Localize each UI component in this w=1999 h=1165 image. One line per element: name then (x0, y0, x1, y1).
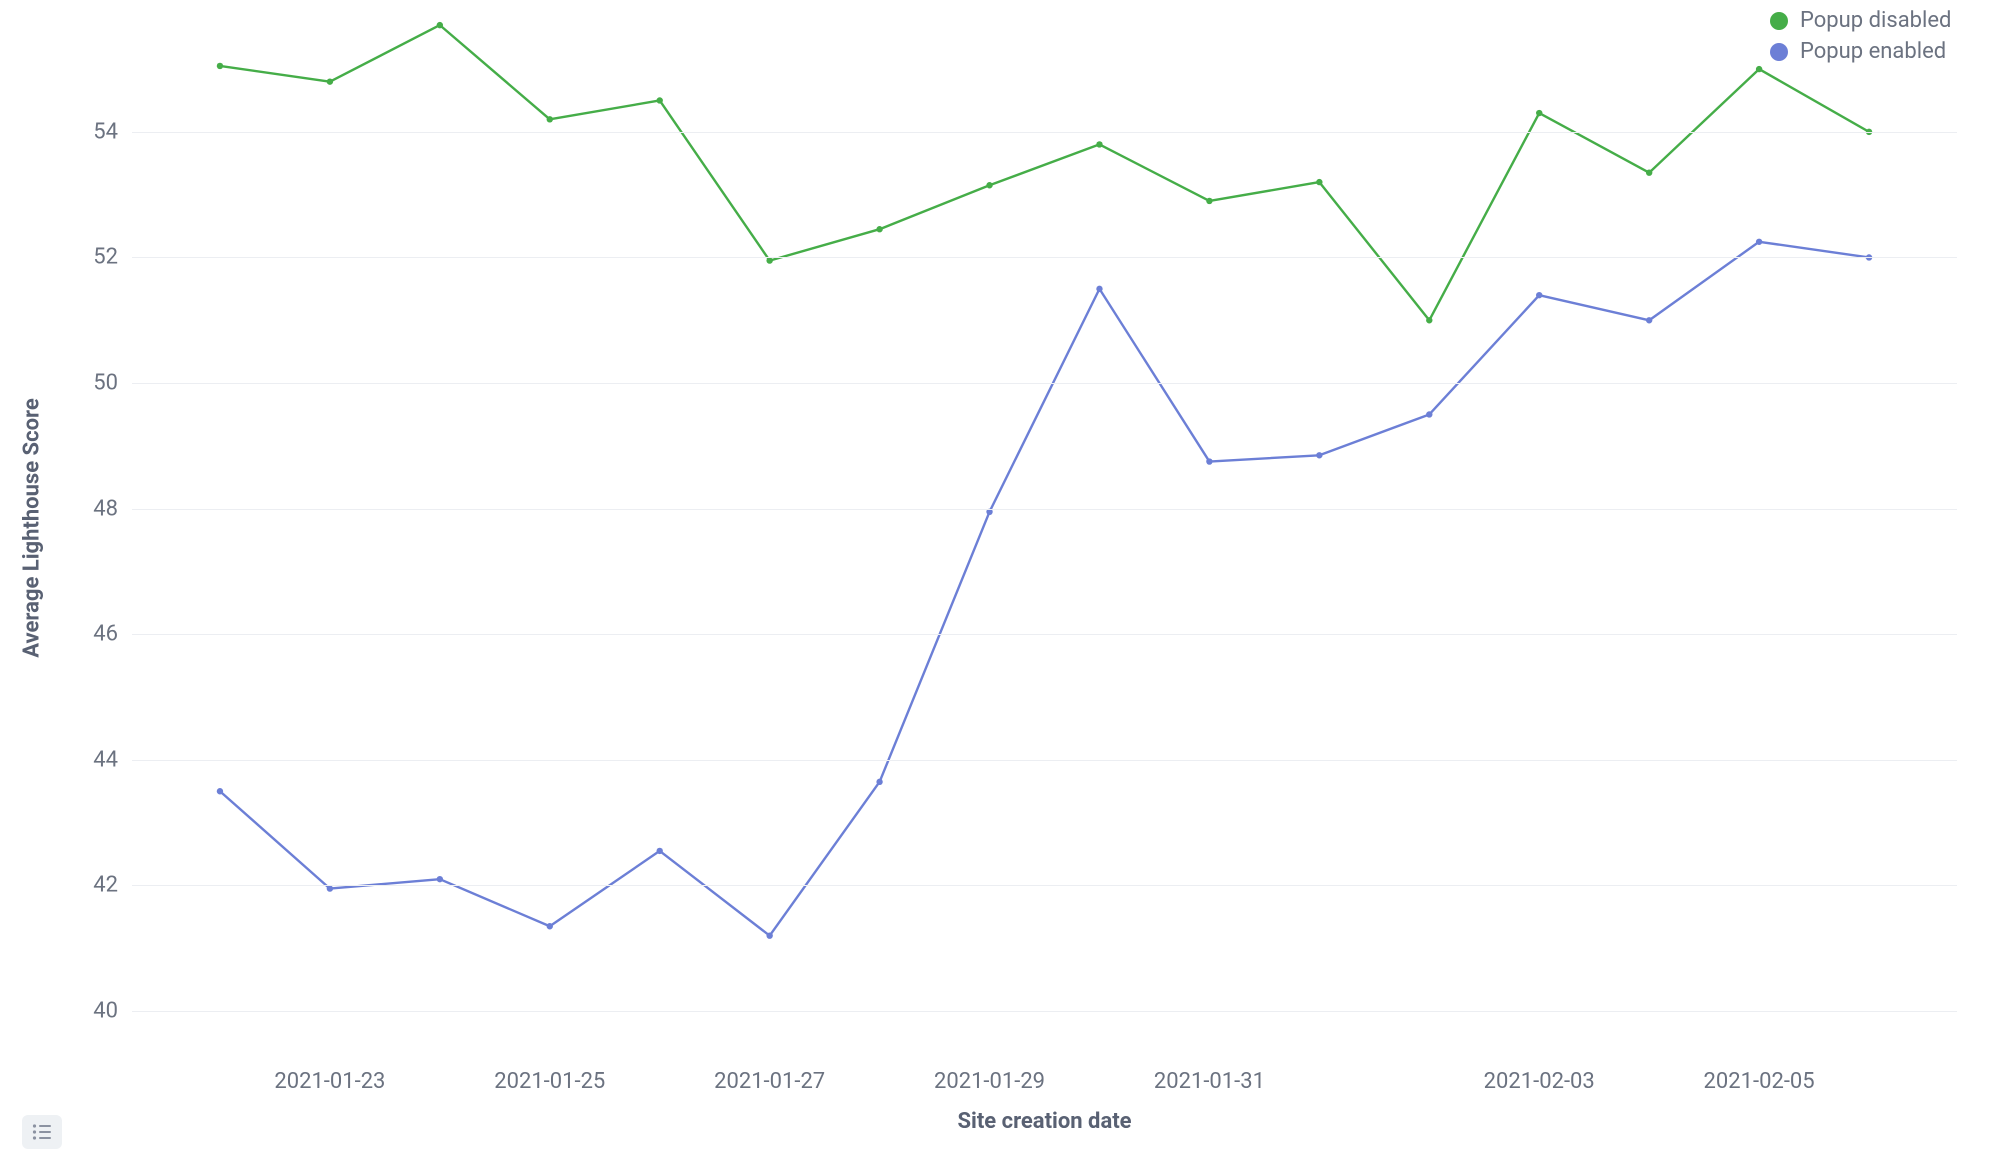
data-point[interactable] (1426, 411, 1432, 417)
data-point[interactable] (657, 848, 663, 854)
series-line (220, 242, 1869, 936)
data-point[interactable] (876, 226, 882, 232)
data-point[interactable] (547, 923, 553, 929)
y-tick-label: 54 (93, 119, 132, 144)
x-tick-label: 2021-02-03 (1484, 1055, 1595, 1094)
y-tick-label: 48 (93, 496, 132, 521)
data-point[interactable] (1206, 458, 1212, 464)
data-point[interactable] (766, 932, 772, 938)
gridline (132, 1011, 1957, 1012)
data-point[interactable] (1756, 66, 1762, 72)
data-point[interactable] (1536, 292, 1542, 298)
chart-svg (132, 0, 1957, 1055)
y-tick-label: 46 (93, 622, 132, 647)
gridline (132, 760, 1957, 761)
data-point[interactable] (1426, 317, 1432, 323)
x-tick-label: 2021-01-23 (274, 1055, 385, 1094)
legend-item[interactable]: Popup enabled (1770, 39, 1951, 64)
data-point[interactable] (437, 22, 443, 28)
data-point[interactable] (217, 63, 223, 69)
y-tick-label: 50 (93, 371, 132, 396)
data-point[interactable] (327, 78, 333, 84)
data-point[interactable] (547, 116, 553, 122)
gridline (132, 634, 1957, 635)
y-tick-label: 40 (93, 999, 132, 1024)
gridline (132, 257, 1957, 258)
data-point[interactable] (1646, 317, 1652, 323)
legend-toggle-button[interactable] (22, 1115, 62, 1149)
x-axis-title: Site creation date (957, 1109, 1131, 1134)
data-point[interactable] (986, 182, 992, 188)
gridline (132, 132, 1957, 133)
legend-label: Popup disabled (1800, 8, 1951, 33)
data-point[interactable] (1096, 286, 1102, 292)
data-point[interactable] (1756, 239, 1762, 245)
data-point[interactable] (1536, 110, 1542, 116)
y-tick-label: 42 (93, 873, 132, 898)
legend-label: Popup enabled (1800, 39, 1946, 64)
legend: Popup disabled Popup enabled (1770, 8, 1951, 70)
x-tick-label: 2021-01-27 (714, 1055, 825, 1094)
legend-swatch (1770, 43, 1788, 61)
data-point[interactable] (1206, 198, 1212, 204)
plot-area: 40424446485052542021-01-232021-01-252021… (132, 0, 1957, 1055)
data-point[interactable] (876, 779, 882, 785)
list-icon (32, 1124, 52, 1140)
x-tick-label: 2021-01-29 (934, 1055, 1045, 1094)
y-tick-label: 44 (93, 747, 132, 772)
series-line (220, 25, 1869, 320)
legend-item[interactable]: Popup disabled (1770, 8, 1951, 33)
legend-swatch (1770, 12, 1788, 30)
data-point[interactable] (1096, 141, 1102, 147)
data-point[interactable] (1316, 452, 1322, 458)
y-tick-label: 52 (93, 245, 132, 270)
x-tick-label: 2021-02-05 (1704, 1055, 1815, 1094)
data-point[interactable] (657, 97, 663, 103)
data-point[interactable] (217, 788, 223, 794)
data-point[interactable] (1646, 169, 1652, 175)
line-chart: 40 42 44 46 48 50 52 54 2021-01-23 2021-01-25 2021… (0, 0, 1999, 1165)
data-point[interactable] (1316, 179, 1322, 185)
gridline (132, 383, 1957, 384)
x-tick-label: 2021-01-31 (1154, 1055, 1265, 1094)
gridline (132, 885, 1957, 886)
data-point[interactable] (437, 876, 443, 882)
gridline (132, 509, 1957, 510)
y-axis-title: Average Lighthouse Score (20, 398, 45, 657)
x-tick-label: 2021-01-25 (494, 1055, 605, 1094)
